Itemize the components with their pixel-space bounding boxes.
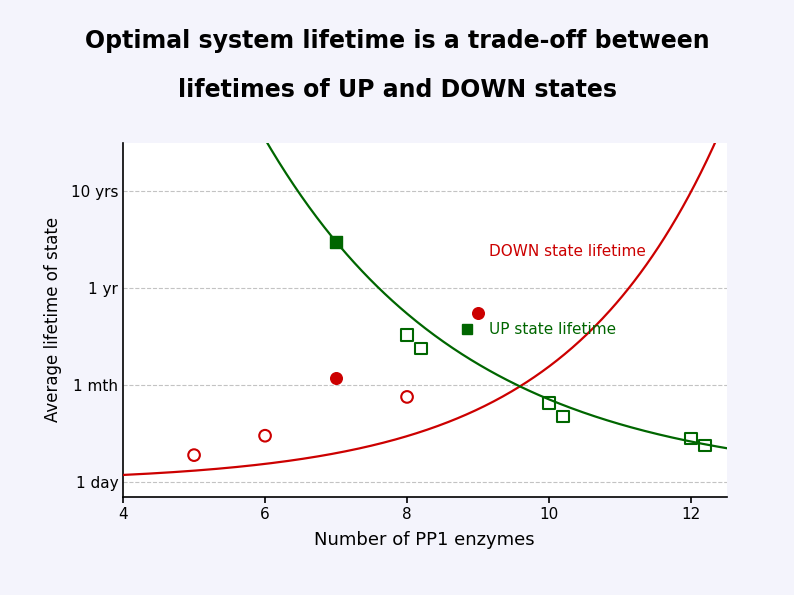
Text: lifetimes of UP and DOWN states: lifetimes of UP and DOWN states bbox=[178, 79, 616, 102]
Point bbox=[187, 450, 200, 460]
Point bbox=[415, 344, 428, 353]
Point bbox=[557, 412, 569, 421]
Y-axis label: Average lifetime of state: Average lifetime of state bbox=[44, 217, 63, 422]
Point bbox=[472, 308, 484, 317]
Point bbox=[401, 330, 414, 340]
Point bbox=[699, 441, 711, 450]
Point bbox=[259, 431, 272, 440]
Point bbox=[684, 434, 697, 443]
Point bbox=[401, 392, 414, 402]
Point bbox=[330, 237, 342, 246]
Text: UP state lifetime: UP state lifetime bbox=[488, 321, 616, 337]
Text: DOWN state lifetime: DOWN state lifetime bbox=[488, 244, 646, 259]
X-axis label: Number of PP1 enzymes: Number of PP1 enzymes bbox=[314, 531, 535, 549]
Point bbox=[330, 372, 342, 382]
Text: Optimal system lifetime is a trade-off between: Optimal system lifetime is a trade-off b… bbox=[85, 29, 709, 52]
Point bbox=[542, 398, 555, 408]
